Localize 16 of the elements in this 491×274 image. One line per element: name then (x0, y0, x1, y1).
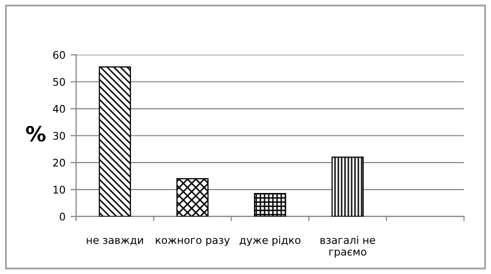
y-tick-label: 0 (60, 212, 65, 221)
bar (254, 193, 286, 216)
y-tick-label: 40 (52, 104, 65, 113)
x-tick-label: кожного разу (156, 238, 230, 246)
bar (176, 178, 209, 216)
x-tick-label: взагалі не граємо (320, 236, 376, 258)
bar (98, 66, 131, 216)
y-axis-title: % (26, 126, 46, 142)
y-tick-label: 50 (53, 78, 65, 86)
bar (332, 156, 364, 216)
y-tick-label: 10 (54, 186, 65, 194)
y-tick-label: 60 (53, 51, 65, 59)
y-tick-label: 30 (53, 132, 65, 140)
y-tick-label: 20 (53, 158, 65, 167)
x-tick-label: дуже рідко (240, 236, 300, 246)
x-tick-label: не завжди (86, 238, 143, 246)
